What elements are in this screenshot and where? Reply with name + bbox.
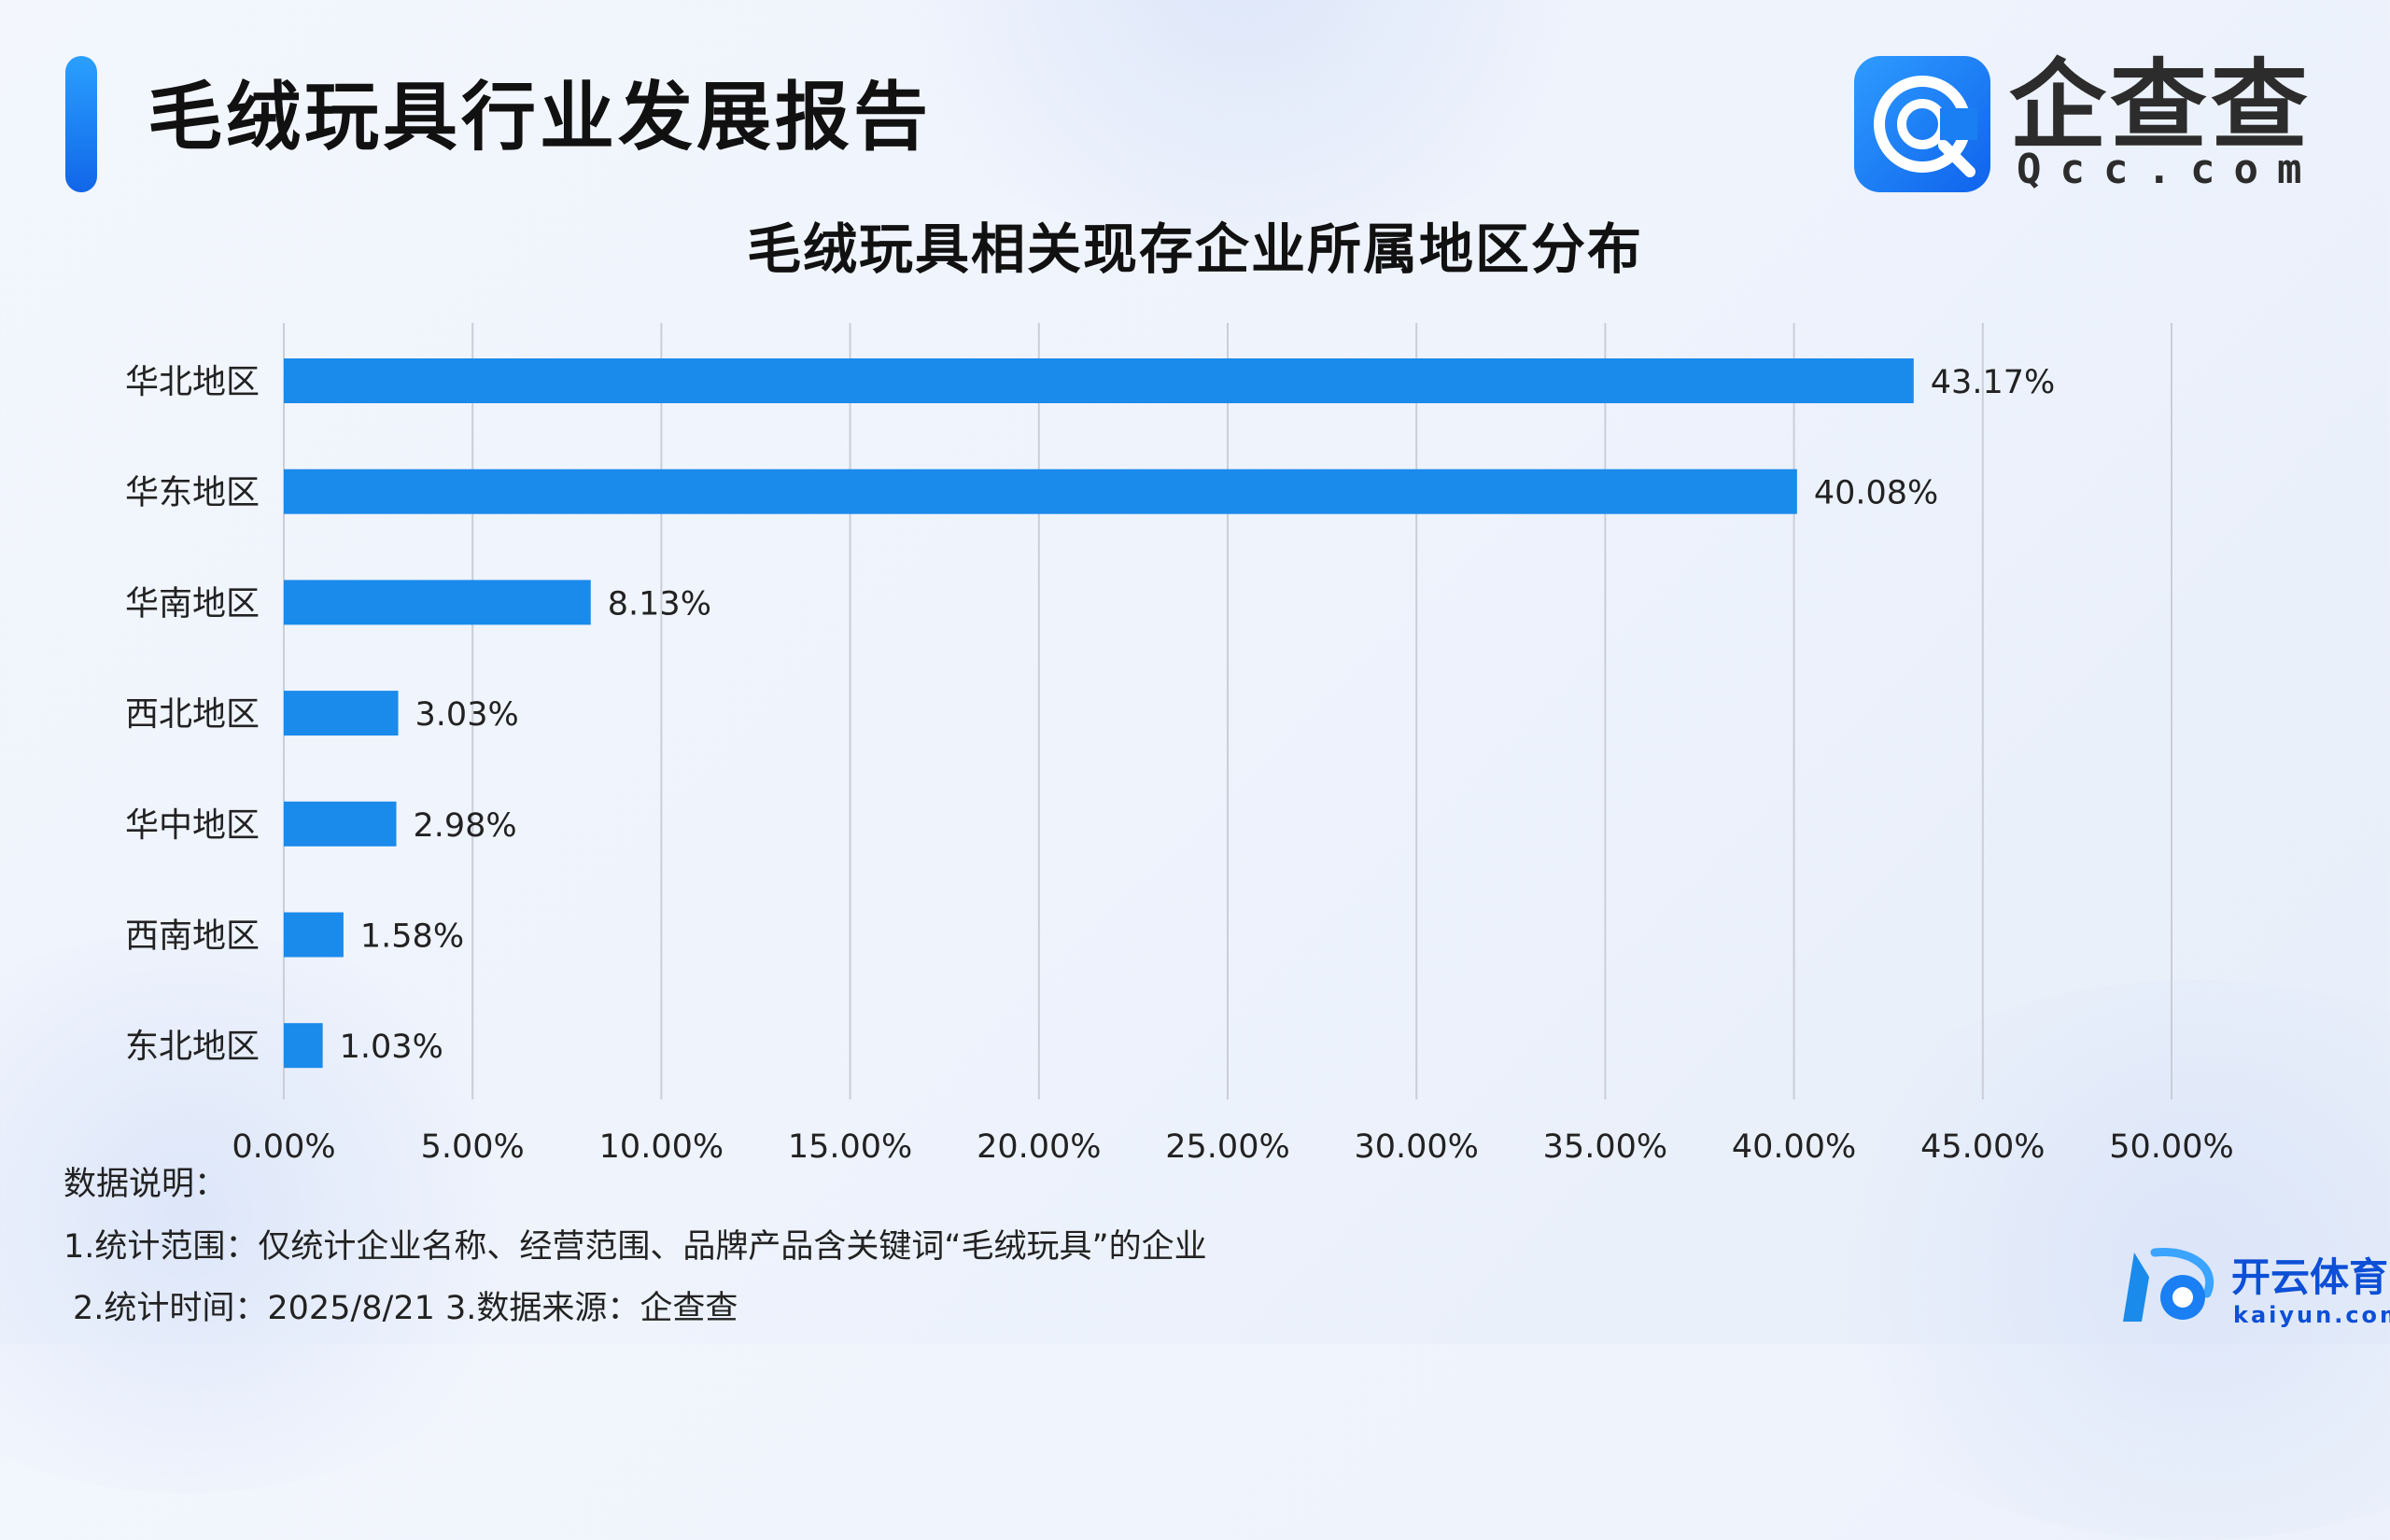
x-tick-label: 50.00%: [2109, 1128, 2233, 1166]
notes-line-1: 1.统计范围：仅统计企业名称、经营范围、品牌产品含关键词“毛绒玩具”的企业: [63, 1228, 1207, 1266]
category-label: 华东地区: [125, 474, 260, 512]
x-tick-label: 40.00%: [1732, 1128, 1856, 1166]
x-tick-label: 30.00%: [1354, 1128, 1478, 1166]
category-label: 华南地区: [125, 584, 260, 623]
x-tick-label: 10.00%: [599, 1128, 724, 1166]
kaiyun-logo-icon: [2117, 1247, 2226, 1331]
watermark-cn: 开云体育: [2231, 1254, 2389, 1300]
bar: [284, 469, 1797, 514]
value-label: 1.03%: [340, 1029, 443, 1066]
category-label: 华北地区: [125, 363, 260, 401]
x-tick-label: 15.00%: [788, 1128, 912, 1166]
category-label: 西北地区: [125, 695, 260, 734]
bar: [284, 801, 397, 847]
category-label: 华中地区: [125, 806, 260, 845]
value-label: 1.58%: [360, 918, 464, 956]
bar: [284, 1023, 323, 1069]
value-label: 43.17%: [1931, 364, 2055, 401]
bar: [284, 912, 344, 958]
brand-name-cn: 企查查: [2009, 49, 2313, 162]
qcc-logo-icon: [1854, 56, 1990, 192]
x-tick-label: 25.00%: [1165, 1128, 1289, 1166]
header-accent-bar: [65, 56, 97, 192]
watermark-en: kaiyun.com: [2233, 1302, 2390, 1328]
x-tick-label: 0.00%: [232, 1128, 335, 1166]
notes-heading: 数据说明：: [63, 1166, 228, 1203]
category-label: 东北地区: [125, 1028, 260, 1066]
x-tick-label: 45.00%: [1920, 1128, 2045, 1166]
category-label: 西南地区: [125, 917, 260, 956]
bar: [284, 358, 1914, 403]
value-label: 8.13%: [608, 585, 711, 623]
chart-title: 毛绒玩具相关现存企业所属地区分布: [746, 217, 1643, 281]
bar: [284, 580, 591, 625]
x-tick-label: 5.00%: [421, 1128, 525, 1166]
brand-name-en: Qcc.com: [2017, 146, 2321, 193]
bar: [284, 691, 399, 736]
notes-line-2: 2.统计时间：2025/8/21 3.数据来源：企查查: [73, 1290, 738, 1327]
value-label: 40.08%: [1814, 475, 1938, 512]
report-title: 毛绒玩具行业发展报告: [148, 74, 932, 161]
value-label: 3.03%: [415, 696, 519, 734]
x-tick-label: 20.00%: [977, 1128, 1101, 1166]
x-tick-label: 35.00%: [1543, 1128, 1667, 1166]
bar-chart: 0.00% 5.00% 10.00% 15.00% 20.00% 25.00% 30.00%…: [125, 323, 2234, 1166]
value-label: 2.98%: [414, 807, 517, 845]
